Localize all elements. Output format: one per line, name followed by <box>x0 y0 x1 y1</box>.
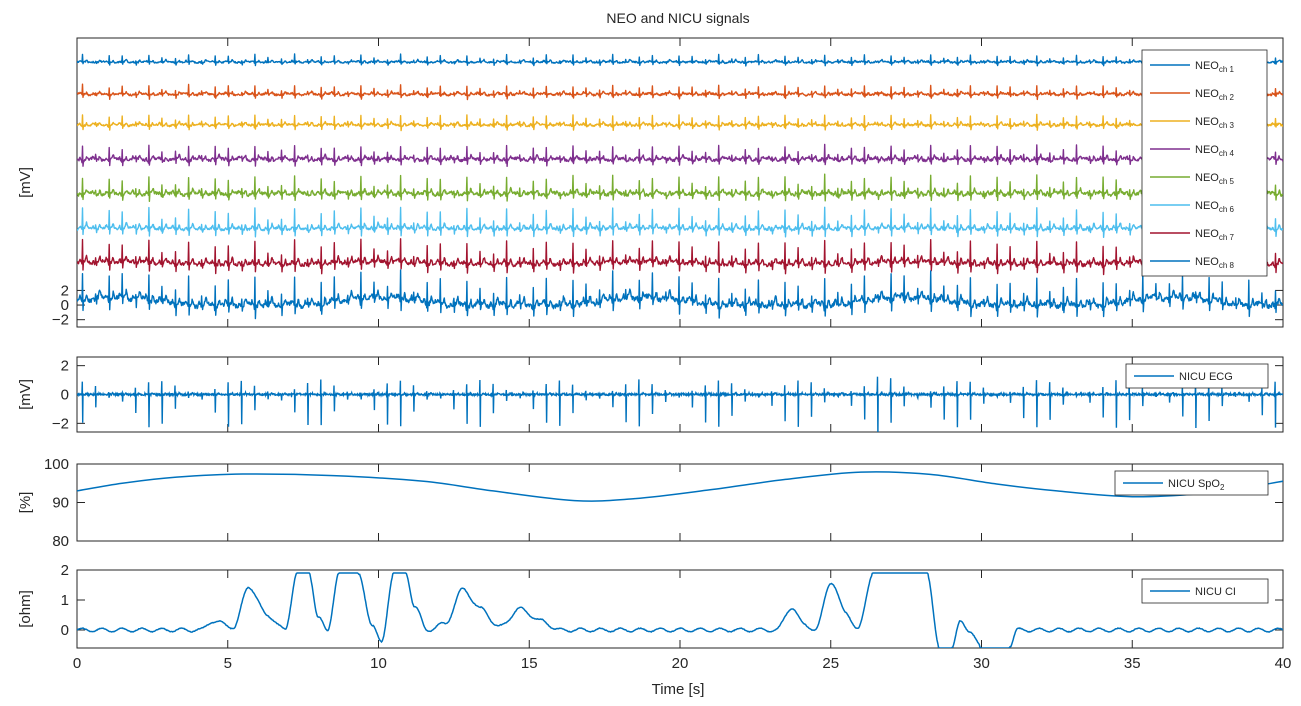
y-tick-label: 0 <box>61 387 69 404</box>
series-line-ch-8 <box>77 269 1283 320</box>
series-line-ch-7 <box>77 238 1283 276</box>
x-tick-label: 15 <box>521 655 538 672</box>
ecg-axes: −2 0 2 [mV] NICU ECG <box>17 356 1284 433</box>
ci-axes: 0 5 10 15 20 25 30 35 40 0 1 2 [ohm] NICU CI <box>17 562 1291 672</box>
legend-label: NICU CI <box>1195 586 1236 598</box>
y-tick-label: 2 <box>61 562 69 579</box>
axes-box <box>76 569 1284 649</box>
y-tick-label: 90 <box>52 495 69 512</box>
series-line-ch-4 <box>77 143 1283 167</box>
y-tick-label: 1 <box>61 592 69 609</box>
legend-label: NICU SpO2 <box>1168 478 1225 492</box>
legend-label: NICU ECG <box>1179 371 1233 383</box>
x-tick-label: 10 <box>370 655 387 672</box>
y-axis-label: [%] <box>17 492 34 514</box>
x-tick-label: 35 <box>1124 655 1141 672</box>
series-line-spo2 <box>77 471 1283 502</box>
y-tick-label: −2 <box>52 415 69 432</box>
x-tick-label: 0 <box>73 655 81 672</box>
legend: NICU ECG <box>1125 363 1269 389</box>
series-line-ch-5 <box>77 173 1283 202</box>
y-tick-label: 0 <box>61 297 69 314</box>
axes-box <box>76 37 1284 328</box>
series-line-ci <box>77 572 1283 648</box>
series-line-ch-6 <box>77 206 1283 238</box>
y-axis-label: [ohm] <box>17 590 34 628</box>
y-axis-label: [mV] <box>17 167 34 198</box>
y-tick-label: 100 <box>44 456 69 473</box>
x-tick-label: 25 <box>822 655 839 672</box>
x-tick-label: 30 <box>973 655 990 672</box>
spo2-axes: 80 90 100 [%] NICU SpO2 <box>17 456 1284 550</box>
series-line-ch-1 <box>77 53 1283 67</box>
y-tick-label: −2 <box>52 312 69 329</box>
y-tick-label: 80 <box>52 533 69 550</box>
legend: NICU CI <box>1141 578 1269 604</box>
y-tick-label: 2 <box>61 358 69 375</box>
legend: NICU SpO2 <box>1114 470 1269 496</box>
y-axis-label: [mV] <box>17 379 34 410</box>
y-tick-label: 0 <box>61 622 69 639</box>
x-tick-label: 5 <box>224 655 232 672</box>
legend-box <box>1141 49 1268 277</box>
y-tick-label: 2 <box>61 282 69 299</box>
x-tick-label: 20 <box>672 655 689 672</box>
x-tick-label: 40 <box>1275 655 1292 672</box>
chart-title: NEO and NICU signals <box>606 10 749 26</box>
axes-box <box>76 463 1284 542</box>
series-line-ch-3 <box>77 113 1283 132</box>
series-line-ecg <box>77 376 1283 432</box>
series-line-ch-2 <box>77 83 1283 101</box>
x-axis-label: Time [s] <box>652 681 705 698</box>
